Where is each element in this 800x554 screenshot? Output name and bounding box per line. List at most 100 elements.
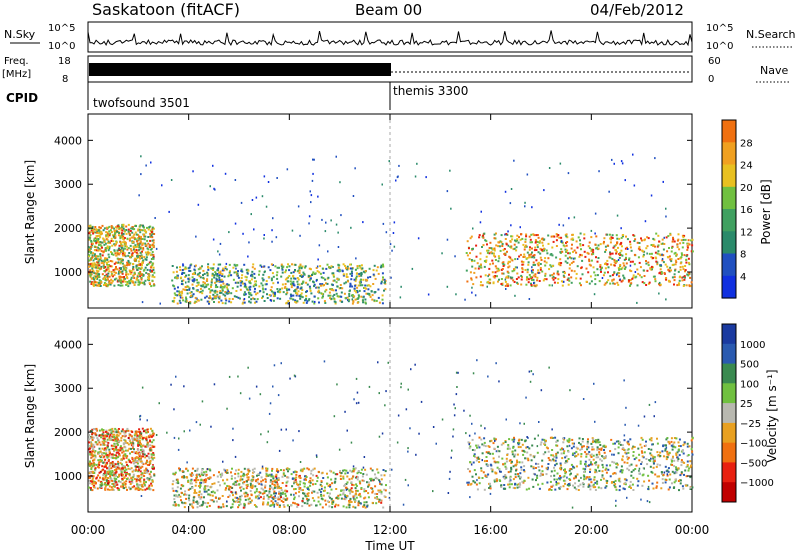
data-cell: [328, 505, 331, 508]
data-cell: [185, 274, 188, 277]
data-cell: [313, 295, 316, 298]
data-cell: [506, 283, 509, 286]
data-cell: [213, 491, 216, 494]
data-cell: [315, 286, 317, 289]
data-cell: [122, 473, 125, 476]
data-cell: [589, 275, 592, 278]
data-cell: [172, 472, 175, 475]
data-cell: [563, 280, 565, 283]
data-cell: [613, 481, 615, 484]
data-cell: [281, 268, 284, 271]
data-cell: [454, 255, 456, 258]
data-cell: [656, 263, 659, 266]
data-cell: [344, 483, 347, 486]
data-cell: [148, 226, 150, 229]
data-cell: [342, 477, 345, 480]
data-cell: [213, 297, 216, 300]
data-cell: [325, 288, 328, 291]
data-cell: [197, 268, 200, 271]
data-cell: [591, 484, 594, 487]
data-cell: [90, 243, 93, 246]
data-cell: [105, 262, 108, 264]
data-cell: [124, 486, 127, 489]
data-cell: [199, 497, 202, 500]
data-cell: [107, 235, 110, 238]
data-cell: [367, 276, 369, 279]
data-cell: [236, 272, 239, 275]
data-cell: [97, 246, 100, 249]
data-cell: [483, 265, 486, 268]
data-cell: [364, 278, 367, 281]
data-cell: [367, 481, 370, 484]
data-cell: [226, 286, 228, 289]
data-cell: [89, 441, 92, 444]
data-cell: [306, 300, 309, 303]
data-cell: [227, 275, 230, 278]
data-cell: [236, 480, 239, 483]
data-cell: [617, 259, 620, 261]
data-cell: [131, 456, 134, 459]
data-cell: [135, 225, 137, 227]
data-cell: [311, 479, 314, 482]
data-cell: [376, 266, 379, 269]
data-cell: [235, 267, 237, 270]
data-cell: [326, 482, 328, 485]
data-cell: [139, 231, 142, 234]
data-cell: [109, 438, 112, 441]
data-cell: [113, 278, 116, 281]
data-cell: [181, 296, 184, 299]
data-cell: [480, 281, 482, 284]
data-cell: [308, 285, 311, 288]
data-cell: [536, 271, 539, 274]
data-cell: [691, 250, 694, 253]
data-cell: [200, 478, 203, 481]
data-cell: [337, 504, 340, 507]
data-cell: [150, 234, 153, 237]
data-cell: [180, 294, 183, 297]
data-cell: [113, 445, 116, 448]
data-cell: [263, 492, 266, 495]
data-cell: [124, 430, 127, 433]
data-cell: [531, 266, 533, 269]
data-cell: [121, 234, 124, 237]
data-cell: [334, 480, 337, 483]
data-cell: [171, 279, 174, 282]
data-cell: [286, 289, 288, 292]
data-cell: [116, 483, 119, 486]
data-cell: [650, 244, 653, 246]
data-cell: [308, 267, 311, 270]
data-cell: [205, 470, 208, 473]
data-cell: [141, 465, 144, 468]
data-cell: [310, 194, 313, 197]
data-cell: [381, 272, 384, 275]
data-cell: [497, 245, 500, 248]
data-cell: [190, 479, 193, 482]
data-cell: [657, 250, 660, 253]
data-cell: [114, 234, 117, 237]
data-cell: [141, 255, 144, 258]
data-cell: [204, 502, 207, 505]
data-cell: [234, 480, 237, 483]
data-cell: [147, 242, 150, 245]
data-cell: [142, 282, 144, 284]
data-cell: [217, 481, 220, 483]
data-cell: [247, 255, 249, 258]
data-cell: [124, 269, 127, 272]
data-cell: [530, 233, 533, 236]
data-cell: [132, 460, 135, 462]
data-cell: [104, 276, 107, 278]
data-cell: [290, 297, 293, 300]
data-cell: [304, 494, 307, 497]
data-cell: [97, 451, 100, 454]
data-cell: [384, 470, 387, 473]
data-cell: [150, 482, 153, 485]
data-cell: [114, 466, 117, 469]
data-cell: [175, 495, 177, 498]
data-cell: [565, 244, 568, 247]
data-cell: [313, 285, 315, 288]
data-cell: [88, 232, 91, 235]
data-cell: [324, 290, 327, 293]
data-cell: [107, 265, 110, 268]
data-cell: [148, 487, 151, 490]
data-cell: [261, 195, 264, 198]
